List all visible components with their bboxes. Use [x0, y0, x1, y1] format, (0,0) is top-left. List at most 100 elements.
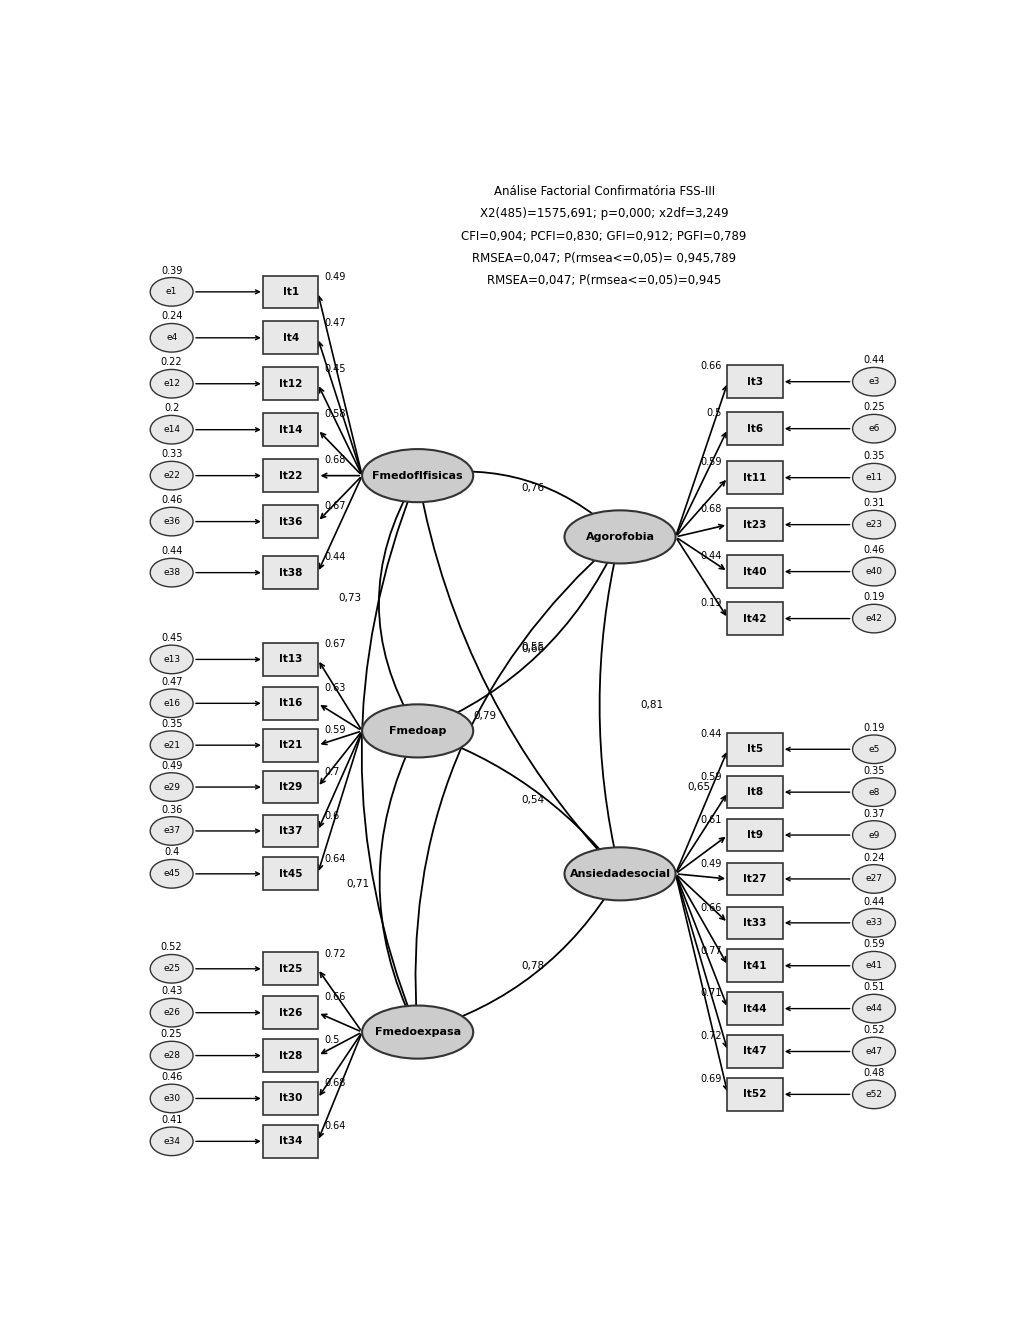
Text: e5: e5: [868, 745, 880, 753]
Text: 0.5: 0.5: [707, 408, 722, 419]
Text: It26: It26: [279, 1008, 302, 1017]
FancyBboxPatch shape: [727, 366, 782, 398]
Text: e28: e28: [163, 1052, 180, 1059]
Ellipse shape: [151, 817, 194, 845]
Ellipse shape: [853, 778, 895, 806]
FancyBboxPatch shape: [263, 276, 318, 308]
Ellipse shape: [151, 773, 194, 801]
Text: 0.52: 0.52: [863, 1025, 885, 1036]
Text: It23: It23: [743, 520, 767, 529]
Text: e9: e9: [868, 830, 880, 839]
Text: It16: It16: [279, 699, 302, 708]
Text: It21: It21: [279, 740, 302, 751]
FancyBboxPatch shape: [727, 818, 782, 851]
Text: e42: e42: [865, 614, 883, 623]
Ellipse shape: [151, 690, 194, 717]
Text: 0,79: 0,79: [473, 711, 497, 720]
Text: It4: It4: [283, 333, 299, 343]
Text: 0,78: 0,78: [521, 961, 545, 971]
Text: 0.6: 0.6: [324, 810, 339, 821]
Text: It27: It27: [743, 874, 767, 884]
Text: 0.25: 0.25: [161, 1029, 182, 1040]
Ellipse shape: [151, 508, 194, 536]
Text: 0.4: 0.4: [164, 847, 179, 858]
Text: e44: e44: [865, 1004, 883, 1013]
Text: 0.59: 0.59: [700, 457, 722, 468]
Text: 0.68: 0.68: [700, 504, 722, 514]
FancyBboxPatch shape: [727, 508, 782, 541]
Text: e41: e41: [865, 961, 883, 971]
Text: e26: e26: [163, 1008, 180, 1017]
Ellipse shape: [853, 1081, 895, 1109]
Text: X2(485)=1575,691; p=0,000; x2df=3,249: X2(485)=1575,691; p=0,000; x2df=3,249: [480, 207, 728, 220]
Ellipse shape: [151, 461, 194, 489]
Text: 0,81: 0,81: [640, 700, 664, 711]
FancyBboxPatch shape: [727, 776, 782, 809]
Text: e14: e14: [163, 426, 180, 434]
Text: 0.33: 0.33: [161, 450, 182, 459]
Text: 0.67: 0.67: [324, 639, 345, 650]
Ellipse shape: [853, 463, 895, 492]
Text: e22: e22: [163, 471, 180, 480]
FancyBboxPatch shape: [727, 412, 782, 446]
Text: 0.49: 0.49: [324, 272, 345, 281]
Text: It6: It6: [746, 424, 763, 434]
Text: 0,54: 0,54: [521, 796, 545, 805]
Text: 0.66: 0.66: [324, 992, 345, 1002]
Text: 0.58: 0.58: [324, 410, 345, 419]
Text: 0.31: 0.31: [863, 499, 885, 508]
Text: e25: e25: [163, 964, 180, 973]
Ellipse shape: [853, 952, 895, 980]
Text: e29: e29: [163, 782, 180, 792]
Text: It12: It12: [279, 379, 302, 389]
Text: 0,66: 0,66: [521, 644, 545, 654]
Text: e1: e1: [166, 288, 177, 296]
Text: It22: It22: [279, 471, 302, 480]
Text: It38: It38: [279, 568, 302, 578]
Text: Ansiedadesocial: Ansiedadesocial: [569, 869, 671, 879]
Ellipse shape: [151, 324, 194, 353]
Text: 0.7: 0.7: [324, 766, 339, 777]
Text: 0.45: 0.45: [324, 363, 345, 374]
Ellipse shape: [151, 277, 194, 306]
Ellipse shape: [853, 821, 895, 850]
Text: It30: It30: [279, 1094, 302, 1103]
Text: It5: It5: [746, 744, 763, 754]
Text: 0.48: 0.48: [863, 1067, 885, 1078]
Text: 0.47: 0.47: [324, 318, 345, 328]
Text: It29: It29: [280, 782, 302, 792]
Text: RMSEA=0,047; P(rmsea<=0,05)= 0,945,789: RMSEA=0,047; P(rmsea<=0,05)= 0,945,789: [472, 252, 736, 265]
Ellipse shape: [151, 955, 194, 983]
FancyBboxPatch shape: [263, 1124, 318, 1158]
Ellipse shape: [362, 450, 473, 503]
FancyBboxPatch shape: [727, 602, 782, 635]
Text: e13: e13: [163, 655, 180, 664]
Ellipse shape: [151, 415, 194, 444]
Text: 0.24: 0.24: [161, 312, 182, 321]
Text: It41: It41: [743, 961, 767, 971]
Ellipse shape: [853, 908, 895, 937]
Text: 0.67: 0.67: [324, 501, 345, 512]
Text: 0.35: 0.35: [863, 766, 885, 776]
Text: 0.39: 0.39: [161, 265, 182, 276]
Text: It13: It13: [279, 655, 302, 664]
Ellipse shape: [853, 605, 895, 633]
Text: 0.19: 0.19: [700, 598, 722, 609]
FancyBboxPatch shape: [263, 996, 318, 1029]
FancyBboxPatch shape: [263, 858, 318, 890]
Ellipse shape: [362, 1005, 473, 1058]
Ellipse shape: [151, 998, 194, 1026]
Text: e8: e8: [868, 788, 880, 797]
Text: 0.44: 0.44: [863, 896, 885, 907]
FancyBboxPatch shape: [727, 949, 782, 983]
FancyBboxPatch shape: [263, 770, 318, 804]
Text: It1: It1: [283, 286, 299, 297]
Text: 0.71: 0.71: [700, 988, 722, 998]
Text: e30: e30: [163, 1094, 180, 1103]
Ellipse shape: [853, 865, 895, 894]
Ellipse shape: [151, 558, 194, 587]
FancyBboxPatch shape: [727, 863, 782, 895]
Text: 0.46: 0.46: [161, 1073, 182, 1082]
Ellipse shape: [151, 1041, 194, 1070]
Text: 0.63: 0.63: [324, 683, 345, 693]
